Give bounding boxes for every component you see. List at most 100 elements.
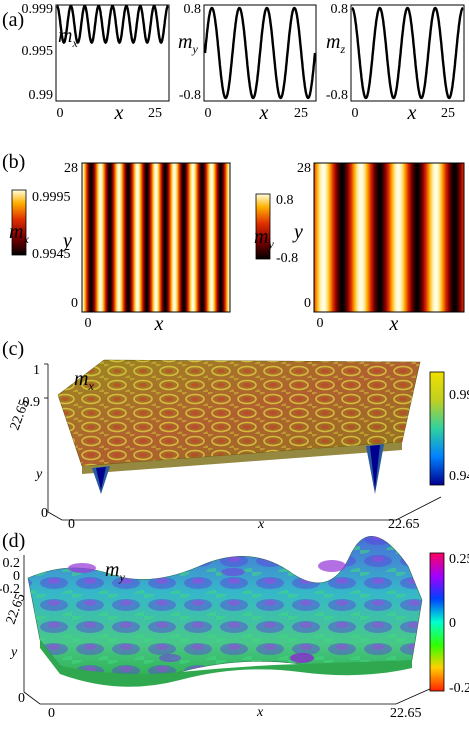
heatmap-stripe-cell: [88, 163, 91, 312]
heatmap-stripe-cell: [315, 163, 317, 312]
heatmap-b-my-xlabel: x: [389, 313, 399, 335]
heatmap-stripe-cell: [185, 163, 187, 312]
colorbar-b-mx-tick-bottom: 0.9945: [32, 247, 71, 262]
heatmap-stripe-cell: [406, 163, 408, 312]
heatmap-stripe-cell: [358, 163, 360, 312]
heatmap-stripe-cell: [442, 163, 444, 312]
heatmap-b-my: 0.8 -0.8 my y 28 0 0 x: [254, 161, 465, 335]
heatmap-stripe-cell: [206, 163, 208, 312]
heatmap-stripe-cell: [181, 163, 184, 312]
heatmap-stripe-cell: [95, 163, 98, 312]
plot-a-mx-curve: [56, 4, 169, 45]
heatmap-stripe-cell: [407, 163, 409, 312]
heatmap-b-my-xtick-0: 0: [317, 316, 324, 331]
heatmap-stripe-cell: [369, 163, 371, 312]
heatmap-stripe-cell: [91, 163, 94, 312]
surface-d-edge: [40, 640, 412, 687]
heatmap-stripe-cell: [447, 163, 449, 312]
surface-c-mx: 1 0.9 22.65 y 0 0 22.65 x mx 0.99 0.94: [8, 359, 469, 532]
surface-d-peak-1: [68, 563, 96, 573]
heatmap-stripe-cell: [111, 163, 113, 312]
heatmap-stripe-cell: [128, 163, 130, 312]
heatmap-stripe-cell: [329, 163, 331, 312]
heatmap-stripe-cell: [437, 163, 439, 312]
heatmap-stripe-cell: [116, 163, 118, 312]
plot-a-my-ytick-bottom: -0.8: [179, 88, 201, 103]
heatmap-stripe-cell: [143, 163, 145, 312]
heatmap-stripe-cell: [186, 163, 188, 312]
heatmap-stripe-cell: [133, 163, 135, 312]
heatmap-b-mx-xlabel: x: [154, 313, 164, 335]
heatmap-stripe-cell: [118, 163, 120, 312]
plot-a-mz-label: mz: [326, 31, 345, 56]
heatmap-stripe-cell: [110, 163, 112, 312]
heatmap-stripe-cell: [354, 163, 356, 312]
heatmap-stripe-cell: [326, 163, 328, 312]
heatmap-stripe-cell: [433, 163, 435, 312]
heatmap-stripe-cell: [399, 163, 401, 312]
heatmap-stripe-cell: [361, 163, 363, 312]
heatmap-stripe-cell: [164, 163, 167, 312]
heatmap-stripe-cell: [316, 163, 318, 312]
panel-label-c: (c): [2, 338, 24, 360]
heatmap-stripe-cell: [161, 163, 164, 312]
colorbar-d-tick-top: 0.25: [449, 552, 469, 567]
heatmap-stripe-cell: [84, 163, 87, 312]
heatmap-stripe-cell: [136, 163, 138, 312]
heatmap-b-mx-stripes: [82, 163, 231, 312]
colorbar-b-my-label: my: [254, 226, 274, 251]
heatmap-stripe-cell: [382, 163, 384, 312]
heatmap-stripe-cell: [209, 163, 211, 312]
heatmap-stripe-cell: [319, 163, 321, 312]
heatmap-stripe-cell: [83, 163, 86, 312]
heatmap-stripe-cell: [213, 163, 215, 312]
heatmap-stripe-cell: [183, 163, 186, 312]
heatmap-stripe-cell: [117, 163, 119, 312]
heatmap-stripe-cell: [151, 163, 153, 312]
heatmap-stripe-cell: [427, 163, 429, 312]
heatmap-b-mx-ytick-bottom: 0: [71, 296, 78, 311]
heatmap-stripe-cell: [320, 163, 322, 312]
heatmap-stripe-cell: [432, 163, 434, 312]
heatmap-stripe-cell: [217, 163, 219, 312]
heatmap-stripe-cell: [150, 163, 152, 312]
heatmap-stripe-cell: [461, 163, 463, 312]
heatmap-stripe-cell: [414, 163, 416, 312]
panel-label-a: (a): [2, 9, 24, 31]
heatmap-stripe-cell: [200, 163, 202, 312]
heatmap-stripe-cell: [318, 163, 320, 312]
heatmap-stripe-cell: [353, 163, 355, 312]
colorbar-b-my-tick-top: 0.8: [276, 193, 294, 208]
heatmap-stripe-cell: [195, 163, 197, 312]
heatmap-stripe-cell: [119, 163, 121, 312]
heatmap-stripe-cell: [163, 163, 166, 312]
heatmap-stripe-cell: [139, 163, 141, 312]
heatmap-stripe-cell: [131, 163, 133, 312]
heatmap-stripe-cell: [317, 163, 319, 312]
heatmap-stripe-cell: [391, 163, 393, 312]
heatmap-stripe-cell: [86, 163, 89, 312]
heatmap-stripe-cell: [443, 163, 445, 312]
heatmap-stripe-cell: [227, 163, 229, 312]
heatmap-stripe-cell: [218, 163, 220, 312]
heatmap-stripe-cell: [333, 163, 335, 312]
plot-a-mx-ytick-mid: 0.995: [22, 44, 54, 59]
heatmap-stripe-cell: [98, 163, 101, 312]
heatmap-stripe-cell: [147, 163, 149, 312]
plot-a-my: 0.8 -0.8 my 0 25 x: [178, 2, 317, 124]
heatmap-stripe-cell: [402, 163, 404, 312]
surface-c-title: mx: [74, 368, 94, 393]
heatmap-stripe-cell: [429, 163, 431, 312]
heatmap-stripe-cell: [96, 163, 99, 312]
surface-d-peak-3: [221, 568, 245, 576]
heatmap-stripe-cell: [363, 163, 365, 312]
surface-d-ztick-02: 0.2: [3, 556, 21, 571]
heatmap-stripe-cell: [132, 163, 134, 312]
heatmap-stripe-cell: [226, 163, 228, 312]
heatmap-stripe-cell: [394, 163, 396, 312]
heatmap-stripe-cell: [380, 163, 382, 312]
heatmap-stripe-cell: [166, 163, 169, 312]
heatmap-stripe-cell: [168, 163, 171, 312]
heatmap-stripe-cell: [222, 163, 224, 312]
heatmap-stripe-cell: [115, 163, 117, 312]
